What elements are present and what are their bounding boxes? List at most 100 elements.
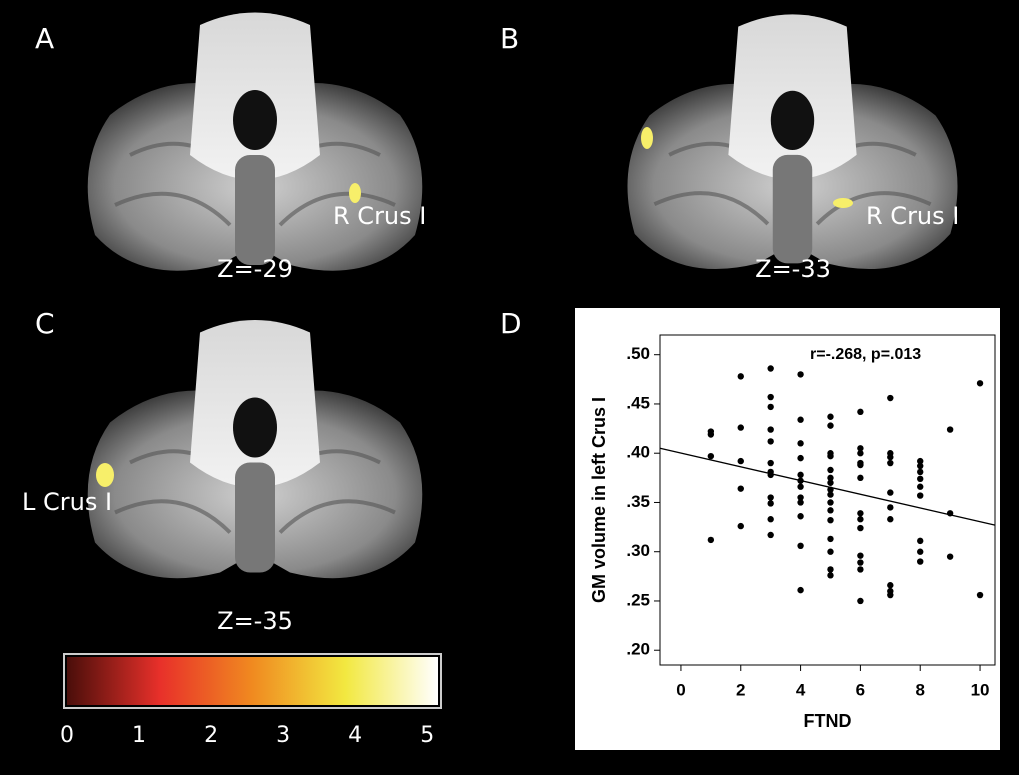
point <box>797 494 804 501</box>
y-tick-label: .35 <box>626 492 650 511</box>
point <box>917 475 924 483</box>
point <box>917 457 924 465</box>
point <box>737 485 744 492</box>
point <box>827 413 834 420</box>
point <box>946 426 954 433</box>
point <box>767 471 774 479</box>
point <box>767 365 774 372</box>
point <box>827 516 834 524</box>
panel-label: A <box>35 22 54 55</box>
point <box>857 408 864 416</box>
point <box>887 459 894 467</box>
region-label: R Crus I <box>333 202 426 230</box>
point <box>827 491 834 498</box>
point <box>976 591 984 599</box>
point <box>797 513 804 520</box>
point <box>887 504 894 511</box>
point <box>827 507 834 514</box>
point <box>827 499 834 506</box>
brain-slice <box>70 313 440 598</box>
point <box>917 537 924 545</box>
colorbar-tick-label: 1 <box>132 723 146 748</box>
point <box>797 454 804 462</box>
x-axis-label: FTND <box>804 711 852 731</box>
point <box>827 566 834 573</box>
point <box>857 597 864 605</box>
point <box>737 457 744 465</box>
point <box>827 486 834 493</box>
point <box>946 510 954 517</box>
point <box>827 466 834 474</box>
region-label: R Crus I <box>866 202 959 230</box>
point <box>917 462 924 470</box>
panel-label: B <box>500 22 519 55</box>
point <box>917 558 924 565</box>
point <box>767 531 774 539</box>
point <box>887 516 894 523</box>
region-label: L Crus I <box>22 488 112 516</box>
plot-frame <box>659 334 996 666</box>
activation-blob <box>349 183 361 203</box>
point <box>767 403 774 411</box>
slice-label: Z=-33 <box>755 255 831 283</box>
point <box>767 438 774 445</box>
point <box>917 492 924 499</box>
x-tick-label: 8 <box>915 680 924 699</box>
colorbar-tick-label: 0 <box>60 723 74 748</box>
colorbar <box>67 657 438 705</box>
point <box>797 416 804 423</box>
y-tick-label: .25 <box>626 590 650 609</box>
activation-blob <box>96 463 114 487</box>
x-tick-label: 6 <box>856 680 865 699</box>
panel-label: C <box>35 307 55 340</box>
colorbar-frame <box>63 653 442 709</box>
brain-slice <box>610 5 975 290</box>
slice-label: Z=-29 <box>217 255 293 283</box>
y-tick-label: .50 <box>626 344 650 363</box>
point <box>797 483 804 490</box>
point <box>767 393 774 401</box>
point <box>827 535 834 543</box>
point <box>797 542 804 550</box>
point <box>767 500 774 507</box>
point <box>797 586 804 594</box>
annotation: r=-.268, p=.013 <box>810 346 921 363</box>
point <box>857 516 864 523</box>
point <box>797 471 804 479</box>
point <box>857 524 864 532</box>
point <box>797 371 804 378</box>
y-tick-label: .40 <box>626 443 650 462</box>
point <box>827 548 834 555</box>
x-tick-label: 10 <box>971 680 990 699</box>
x-tick-label: 2 <box>736 680 745 699</box>
point <box>767 516 774 523</box>
plot-panel <box>575 308 1000 750</box>
x-tick-label: 0 <box>676 680 685 699</box>
point <box>917 548 924 555</box>
point <box>857 450 864 457</box>
point <box>827 452 834 460</box>
point <box>857 559 864 566</box>
colorbar-tick-label: 2 <box>204 723 218 748</box>
point <box>857 461 864 469</box>
slice-label: Z=-35 <box>217 607 293 635</box>
activation-blob <box>641 127 653 149</box>
colorbar-tick-label: 4 <box>348 723 362 748</box>
point <box>827 572 834 579</box>
point <box>707 452 715 460</box>
point <box>857 566 864 573</box>
point <box>976 380 984 387</box>
point <box>707 431 715 438</box>
point <box>857 552 864 559</box>
brain-slice <box>70 5 440 290</box>
point <box>887 489 894 496</box>
point <box>887 453 894 461</box>
point <box>857 510 864 517</box>
colorbar-tick-label: 3 <box>276 723 290 748</box>
trend-line <box>659 447 996 526</box>
point <box>767 459 774 467</box>
point <box>887 591 894 599</box>
y-tick-label: .20 <box>626 640 650 659</box>
point <box>737 522 744 530</box>
